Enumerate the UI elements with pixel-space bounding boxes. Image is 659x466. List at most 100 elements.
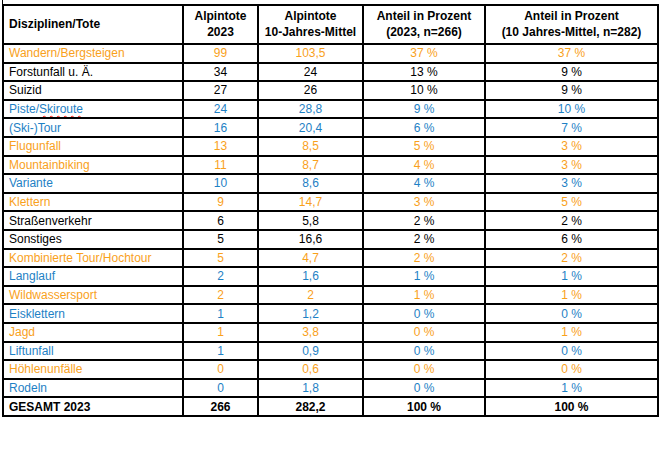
cell-pct-10yr: 0 % xyxy=(485,342,658,361)
cell-pct-2023: 0 % xyxy=(363,379,485,398)
cell-deaths-2023: 16 xyxy=(183,118,258,137)
column-header-pct-2023: Anteil in Prozent (2023, n=266) xyxy=(363,5,485,44)
table-row: Kombinierte Tour/Hochtour54,72 %2 % xyxy=(3,249,658,268)
cell-pct-2023: 0 % xyxy=(363,342,485,361)
table-row: GESAMT 2023266282,2100 %100 % xyxy=(3,397,658,416)
cell-deaths-10yr: 8,6 xyxy=(258,174,363,193)
cell-deaths-10yr: 8,5 xyxy=(258,137,363,156)
cell-pct-10yr: 100 % xyxy=(485,397,658,416)
cell-deaths-10yr: 1,8 xyxy=(258,379,363,398)
cell-deaths-10yr: 0,6 xyxy=(258,360,363,379)
column-header-pct-10yr: Anteil in Prozent (10 Jahres-Mittel, n=2… xyxy=(485,5,658,44)
cell-deaths-10yr: 103,5 xyxy=(258,44,363,63)
cell-label: Liftunfall xyxy=(3,342,183,361)
alpine-deaths-statistics-table: Disziplinen/ToteAlpintote 2023Alpintote … xyxy=(2,4,659,417)
cell-label: Sonstiges xyxy=(3,230,183,249)
label-part-misspelled: Skiroute xyxy=(39,102,83,116)
table-row: Suizid272610 %9 % xyxy=(3,81,658,100)
cell-label: Piste/Skiroute xyxy=(3,100,183,119)
cell-deaths-2023: 34 xyxy=(183,63,258,82)
cell-label: Höhlenunfälle xyxy=(3,360,183,379)
cell-deaths-10yr: 2 xyxy=(258,286,363,305)
cell-label: Jagd xyxy=(3,323,183,342)
cell-deaths-2023: 0 xyxy=(183,379,258,398)
table-row: Rodeln01,80 %1 % xyxy=(3,379,658,398)
cell-deaths-2023: 0 xyxy=(183,360,258,379)
cell-deaths-10yr: 1,2 xyxy=(258,304,363,323)
cell-pct-10yr: 1 % xyxy=(485,323,658,342)
table-row: Eisklettern11,20 %0 % xyxy=(3,304,658,323)
cell-deaths-2023: 1 xyxy=(183,304,258,323)
table-row: Piste/Skiroute2428,89 %10 % xyxy=(3,100,658,119)
cell-pct-2023: 100 % xyxy=(363,397,485,416)
table-row: Wandern/Bergsteigen99103,537 %37 % xyxy=(3,44,658,63)
cell-deaths-10yr: 16,6 xyxy=(258,230,363,249)
cell-deaths-2023: 266 xyxy=(183,397,258,416)
cell-label: Mountainbiking xyxy=(3,156,183,175)
cell-pct-10yr: 2 % xyxy=(485,249,658,268)
table-row: Mountainbiking118,74 %3 % xyxy=(3,156,658,175)
cell-label: Forstunfall u. Ä. xyxy=(3,63,183,82)
cell-pct-10yr: 10 % xyxy=(485,100,658,119)
cell-pct-2023: 4 % xyxy=(363,174,485,193)
cell-deaths-2023: 11 xyxy=(183,156,258,175)
cell-label: Wandern/Bergsteigen xyxy=(3,44,183,63)
cell-deaths-2023: 2 xyxy=(183,286,258,305)
cell-pct-2023: 2 % xyxy=(363,211,485,230)
cell-pct-10yr: 5 % xyxy=(485,193,658,212)
cell-pct-2023: 1 % xyxy=(363,286,485,305)
cell-pct-2023: 0 % xyxy=(363,323,485,342)
table-row: Liftunfall10,90 %0 % xyxy=(3,342,658,361)
cell-pct-10yr: 7 % xyxy=(485,118,658,137)
header-row: Disziplinen/ToteAlpintote 2023Alpintote … xyxy=(3,5,658,44)
cell-label: Flugunfall xyxy=(3,137,183,156)
cell-pct-2023: 5 % xyxy=(363,137,485,156)
cell-pct-2023: 1 % xyxy=(363,267,485,286)
cell-pct-2023: 4 % xyxy=(363,156,485,175)
table-row: Jagd13,80 %1 % xyxy=(3,323,658,342)
column-header-deaths-10yr: Alpintote 10-Jahres-Mittel xyxy=(258,5,363,44)
cell-pct-10yr: 37 % xyxy=(485,44,658,63)
column-header-label: Disziplinen/Tote xyxy=(3,5,183,44)
cell-deaths-2023: 6 xyxy=(183,211,258,230)
cell-pct-2023: 0 % xyxy=(363,360,485,379)
cell-deaths-2023: 2 xyxy=(183,267,258,286)
cell-pct-2023: 6 % xyxy=(363,118,485,137)
table-row: Variante108,64 %3 % xyxy=(3,174,658,193)
cell-pct-10yr: 9 % xyxy=(485,81,658,100)
cell-deaths-10yr: 28,8 xyxy=(258,100,363,119)
cell-deaths-10yr: 4,7 xyxy=(258,249,363,268)
cell-deaths-2023: 9 xyxy=(183,193,258,212)
cell-deaths-2023: 5 xyxy=(183,249,258,268)
cell-deaths-10yr: 0,9 xyxy=(258,342,363,361)
cell-label: GESAMT 2023 xyxy=(3,397,183,416)
cell-deaths-2023: 10 xyxy=(183,174,258,193)
cell-label: Langlauf xyxy=(3,267,183,286)
cell-deaths-2023: 5 xyxy=(183,230,258,249)
cell-deaths-2023: 1 xyxy=(183,323,258,342)
cell-label: Eisklettern xyxy=(3,304,183,323)
cell-pct-10yr: 3 % xyxy=(485,156,658,175)
cell-label: Rodeln xyxy=(3,379,183,398)
cell-deaths-10yr: 3,8 xyxy=(258,323,363,342)
table-row: Sonstiges516,62 %6 % xyxy=(3,230,658,249)
label-part: Piste/ xyxy=(9,102,39,116)
cell-deaths-10yr: 14,7 xyxy=(258,193,363,212)
cell-pct-10yr: 3 % xyxy=(485,174,658,193)
cell-deaths-2023: 13 xyxy=(183,137,258,156)
cell-pct-2023: 2 % xyxy=(363,249,485,268)
cell-deaths-10yr: 24 xyxy=(258,63,363,82)
cell-pct-2023: 10 % xyxy=(363,81,485,100)
cell-pct-10yr: 9 % xyxy=(485,63,658,82)
cell-pct-10yr: 0 % xyxy=(485,360,658,379)
cell-pct-2023: 37 % xyxy=(363,44,485,63)
cell-deaths-10yr: 8,7 xyxy=(258,156,363,175)
cell-pct-10yr: 1 % xyxy=(485,286,658,305)
table-row: Langlauf21,61 %1 % xyxy=(3,267,658,286)
table-row: Höhlenunfälle00,60 %0 % xyxy=(3,360,658,379)
table-row: (Ski-)Tour1620,46 %7 % xyxy=(3,118,658,137)
cell-deaths-10yr: 1,6 xyxy=(258,267,363,286)
cell-pct-10yr: 6 % xyxy=(485,230,658,249)
cell-label: Variante xyxy=(3,174,183,193)
cell-pct-2023: 9 % xyxy=(363,100,485,119)
